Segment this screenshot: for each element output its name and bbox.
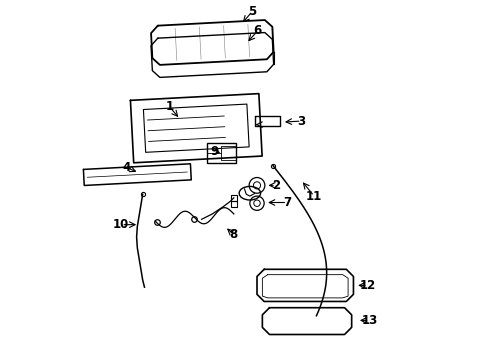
Text: 7: 7 bbox=[283, 196, 291, 209]
Text: 13: 13 bbox=[361, 314, 377, 327]
Text: 6: 6 bbox=[253, 24, 261, 37]
Text: 5: 5 bbox=[248, 5, 256, 18]
Text: 3: 3 bbox=[297, 114, 305, 127]
Text: 11: 11 bbox=[305, 190, 322, 203]
Text: 8: 8 bbox=[229, 228, 238, 241]
Text: 12: 12 bbox=[359, 279, 375, 292]
Text: 1: 1 bbox=[165, 100, 173, 113]
Text: 9: 9 bbox=[209, 145, 218, 158]
Text: 2: 2 bbox=[271, 179, 280, 192]
Text: 10: 10 bbox=[113, 218, 129, 231]
Text: 4: 4 bbox=[122, 161, 130, 174]
